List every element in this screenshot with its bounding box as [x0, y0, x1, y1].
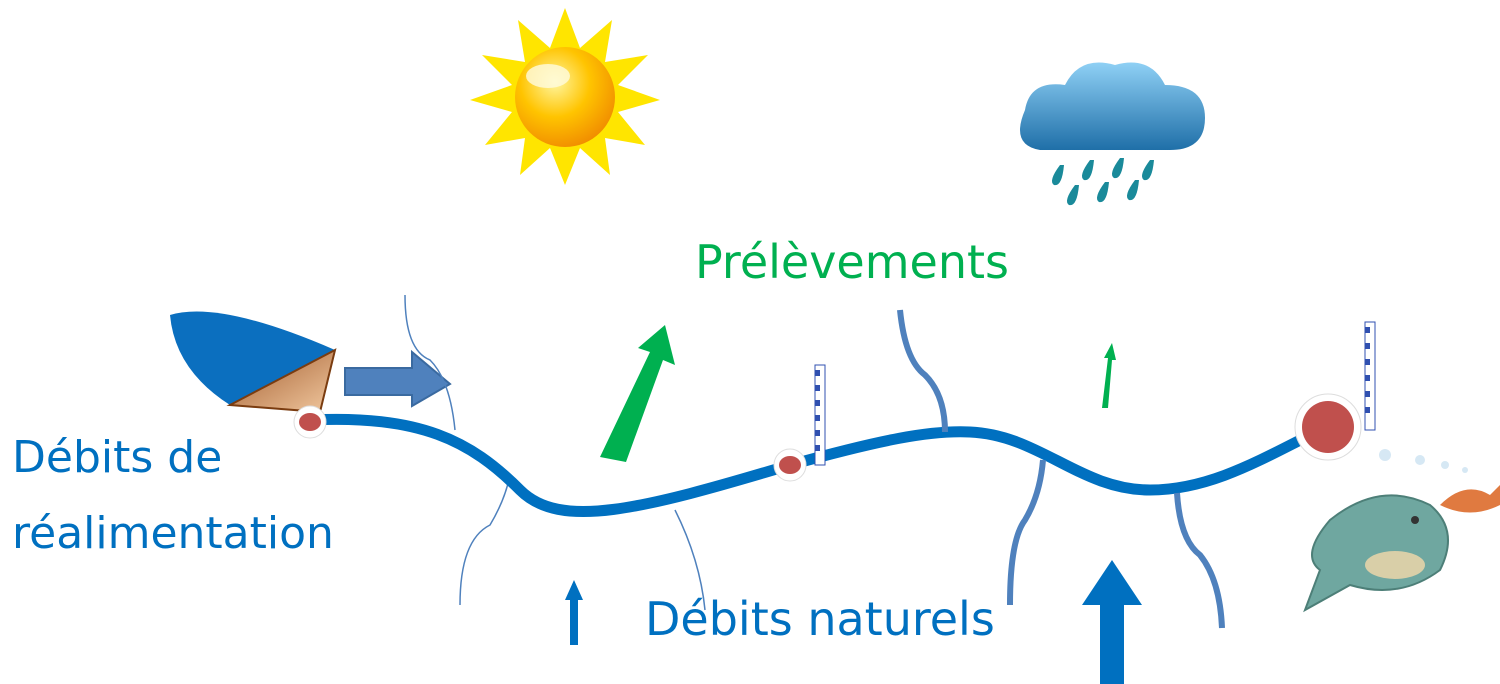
station: [1294, 393, 1362, 461]
sun: [470, 8, 660, 185]
inflow-arrow: [565, 580, 583, 645]
gauge: [814, 364, 826, 466]
withdrawal-arrow: [600, 325, 675, 462]
gauge: [1364, 321, 1376, 431]
withdrawal-arrow: [1102, 343, 1116, 408]
rain-cloud: [1020, 62, 1205, 206]
station: [293, 405, 327, 439]
release-arrow: [344, 349, 452, 408]
river: [304, 413, 1326, 518]
label-realimentation: Débits de: [12, 432, 222, 483]
label-realimentation: réalimentation: [12, 508, 334, 559]
station: [773, 448, 807, 482]
label-prelevements: Prélèvements: [695, 235, 1009, 289]
reservoir: [170, 311, 337, 414]
tributaries-thin: [404, 294, 706, 611]
fish: [1303, 449, 1500, 613]
label-naturels: Débits naturels: [645, 592, 995, 646]
inflow-arrow: [1082, 560, 1142, 684]
tributaries: [897, 309, 1225, 629]
